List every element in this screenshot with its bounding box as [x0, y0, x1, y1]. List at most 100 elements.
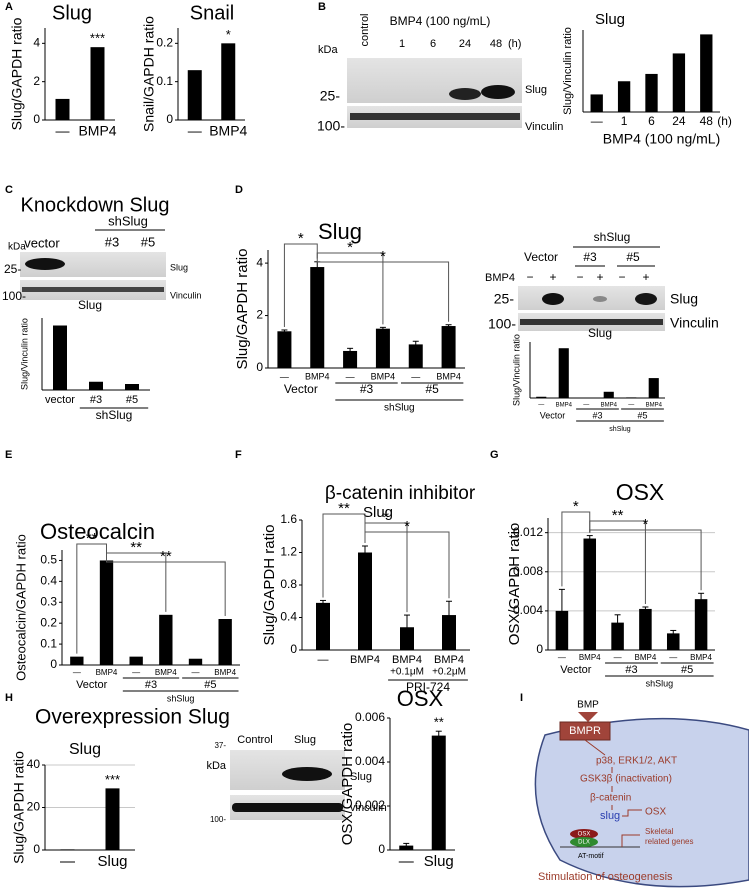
- section-title: Overexpression Slug: [35, 706, 230, 729]
- y-axis-label: Slug/Vinculin ratio: [19, 318, 29, 390]
- error-bar: [670, 629, 677, 637]
- x-tick-label: BMP4: [214, 668, 236, 677]
- dose-label: +0.1μM: [390, 667, 424, 678]
- x-tick-label: BMP4: [579, 653, 601, 662]
- diagram-text: Skeletal: [645, 827, 674, 836]
- bracket: [316, 252, 384, 325]
- blot-text: 100-: [2, 289, 26, 303]
- group-label: shSlug: [96, 408, 133, 422]
- dose-label: +0.2μM: [432, 667, 466, 678]
- diagram: BMP BMPR p38, ERK1/2, AKT GSK3β (inactiv…: [534, 700, 749, 888]
- blot-text: #3: [105, 234, 119, 249]
- blot-band: [520, 319, 663, 325]
- blot-d: Vector #3 #5 shSlug BMP4 − + − + − + 25-…: [485, 230, 719, 332]
- panel-label: C: [5, 184, 13, 196]
- chart-title: OSX: [397, 686, 444, 711]
- x-axis-label: BMP4 (100 ng/mL): [603, 131, 721, 147]
- blot-text: −: [526, 270, 533, 284]
- x-tick-label: 1: [621, 114, 628, 128]
- significance: *: [347, 239, 353, 256]
- blot-text: 100-: [210, 815, 226, 824]
- bracket: [106, 552, 167, 612]
- x-tick-label: BMP4: [436, 371, 461, 381]
- y-axis-label: Slug/Vinculin ratio: [511, 334, 521, 406]
- y-tick-label: 0: [290, 642, 297, 656]
- significance: ***: [105, 772, 120, 787]
- y-tick-label: 0.004: [513, 603, 543, 617]
- complex-shape: [570, 829, 598, 839]
- diagram-text: Stimulation of osteogenesis: [538, 871, 673, 883]
- blot-b: kDa control BMP4 (100 ng/mL) 1 6 24 48 (…: [317, 13, 563, 133]
- bar: [603, 391, 614, 398]
- y-tick-label: 1.2: [280, 545, 297, 559]
- x-tick-label: —: [192, 668, 200, 677]
- error-bar: [446, 600, 452, 629]
- bar: [558, 348, 569, 398]
- blot-text: control: [359, 13, 371, 46]
- diagram-text: BMPR: [569, 725, 601, 737]
- chart-title: OSX: [616, 479, 665, 505]
- bar: [187, 70, 202, 120]
- significance: **: [434, 715, 444, 730]
- blot-band: [350, 113, 520, 120]
- y-tick-label: 0: [256, 360, 263, 374]
- y-tick-label: 1.6: [280, 512, 297, 526]
- bar: [648, 378, 659, 398]
- diagram-text: OSX: [578, 832, 591, 838]
- bar: [53, 325, 67, 390]
- y-tick-label: 0.006: [355, 710, 385, 724]
- bar: [218, 619, 232, 665]
- blot-text: Vinculin: [170, 290, 201, 300]
- y-tick-label: 0: [536, 642, 543, 656]
- bracket: [589, 529, 702, 591]
- panel-label: I: [520, 692, 523, 704]
- diagram-text: AT-motif: [578, 853, 604, 860]
- x-tick-label: #3: [90, 394, 102, 406]
- blot-text: 37-: [214, 741, 226, 750]
- x-tick-label: BMP4: [635, 653, 657, 662]
- x-tick-label: BMP4: [556, 403, 573, 409]
- blot-text: Vector: [524, 250, 558, 264]
- bar: [626, 397, 637, 398]
- bar: [442, 615, 456, 650]
- y-tick-label: 0.4: [40, 574, 57, 588]
- y-axis-label: Slug/Vinculin ratio: [562, 27, 574, 115]
- blot-band: [481, 85, 515, 99]
- bar: [159, 614, 173, 665]
- y-tick-label: 0.012: [513, 525, 543, 539]
- error-bar: [698, 592, 705, 606]
- x-tick-label: BMP4: [434, 654, 464, 666]
- chart-title: Osteocalcin: [40, 519, 155, 544]
- y-tick-label: 0.2: [156, 36, 173, 50]
- chart-title: Slug: [69, 741, 101, 758]
- x-tick-label: BMP4: [371, 371, 396, 381]
- panel-label: G: [490, 449, 499, 461]
- blot-band: [635, 293, 657, 305]
- blot-text: 24: [459, 38, 471, 50]
- x-tick-label: —: [614, 653, 622, 662]
- blot-band: [25, 258, 65, 270]
- panel-label: A: [5, 1, 13, 13]
- y-tick-label: 0.1: [156, 74, 173, 88]
- blot-text: 25-: [4, 262, 21, 276]
- y-axis-label: OSX/GAPDH ratio: [339, 723, 356, 846]
- significance: **: [612, 507, 624, 524]
- y-tick-label: 0.004: [355, 754, 385, 768]
- blot-text: vector: [24, 235, 60, 250]
- group-label: #5: [681, 664, 693, 676]
- error-bar: [362, 545, 368, 559]
- bar: [221, 43, 236, 121]
- y-tick-label: 0: [166, 112, 173, 126]
- significance: **: [338, 500, 350, 517]
- x-tick-label: —: [411, 371, 420, 381]
- significance: *: [383, 509, 389, 526]
- blot-text: BMP4 (100 ng/mL): [390, 14, 491, 28]
- bar: [358, 552, 372, 650]
- y-axis-label: Slug/GAPDH ratio: [234, 249, 251, 370]
- blot-text: (h): [508, 38, 521, 50]
- x-tick-label: BMP4: [155, 668, 177, 677]
- x-tick-label: —: [628, 403, 634, 409]
- significance: **: [160, 548, 172, 565]
- x-tick-label: #5: [126, 394, 138, 406]
